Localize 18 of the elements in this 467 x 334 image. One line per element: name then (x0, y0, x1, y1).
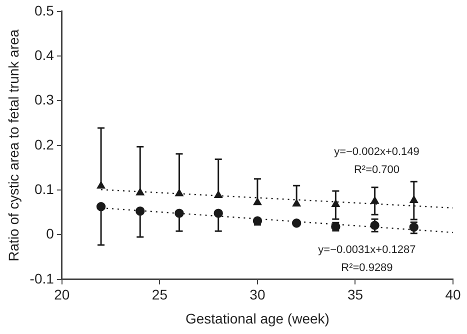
annotation: R²=0.9289 (341, 262, 393, 274)
annotation: y=−0.0031x+0.1287 (318, 244, 416, 256)
annotation: R²=0.700 (354, 164, 400, 176)
x-tick-label: 20 (54, 286, 70, 303)
y-tick-label: 0.5 (34, 2, 54, 18)
annotation: y=−0.002x+0.149 (334, 146, 420, 158)
x-tick-label: 30 (250, 286, 266, 303)
y-tick-label: 0.4 (34, 46, 54, 63)
y-tick-label: 0 (46, 226, 54, 242)
y-tick-label: -0.1 (30, 270, 54, 286)
y-tick-label: 0.3 (34, 92, 54, 108)
x-axis-title: Gestational age (week) (185, 310, 330, 326)
x-tick-label: 35 (347, 286, 364, 303)
y-tick-label: 0.2 (34, 136, 54, 152)
y-tick-label: 0.1 (34, 180, 54, 197)
x-tick-label: 25 (152, 286, 168, 303)
y-axis-title: Ratio of cystic area to fetal trunk area (5, 29, 22, 262)
x-tick-label: 40 (445, 286, 461, 303)
